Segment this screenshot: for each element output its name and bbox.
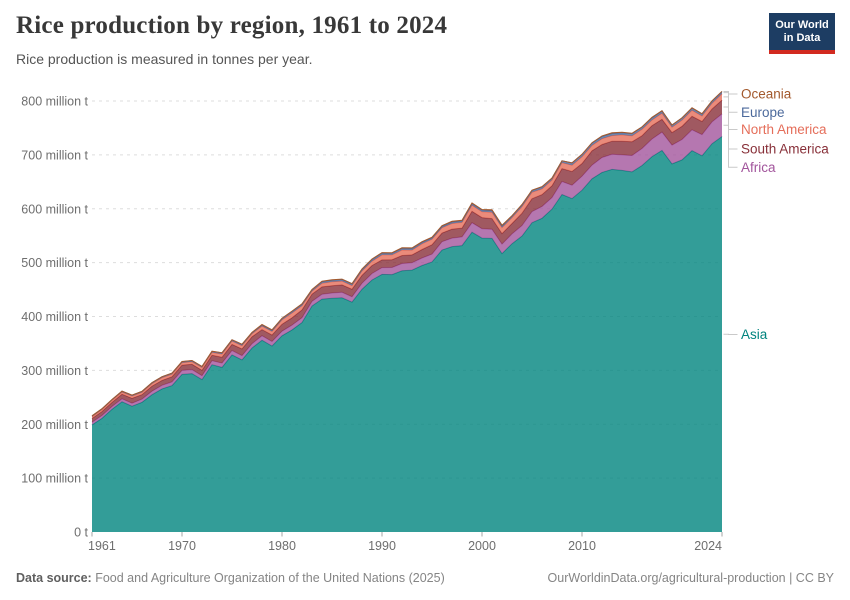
credit-link[interactable]: OurWorldinData.org/agricultural-producti… <box>547 571 834 585</box>
area-south-america[interactable] <box>92 100 722 423</box>
page-title: Rice production by region, 1961 to 2024 <box>16 12 448 39</box>
legend-label-south-america[interactable]: South America <box>741 142 829 157</box>
legend-label-africa[interactable]: Africa <box>741 160 776 175</box>
owid-logo-accent-bar <box>769 50 835 54</box>
owid-logo-box: Our World in Data <box>769 13 835 50</box>
x-axis-label-1970: 1970 <box>168 539 196 553</box>
legend-label-north-america[interactable]: North America <box>741 122 827 137</box>
chart-subtitle: Rice production is measured in tonnes pe… <box>16 51 313 67</box>
data-source-note: Data source: Food and Agriculture Organi… <box>16 571 445 585</box>
y-axis-label-200: 200 million t <box>21 418 88 432</box>
owid-logo-line1: Our World <box>775 19 829 31</box>
area-border-oceania <box>91 90 723 417</box>
data-source-text: Food and Agriculture Organization of the… <box>95 571 445 585</box>
x-axis-label-2010: 2010 <box>568 539 596 553</box>
x-axis-label-1990: 1990 <box>368 539 396 553</box>
y-axis-label-600: 600 million t <box>21 202 88 216</box>
legend-label-oceania[interactable]: Oceania <box>741 87 792 102</box>
x-axis-label-1961: 1961 <box>88 539 116 553</box>
x-axis-label-2024: 2024 <box>694 539 722 553</box>
y-axis-label-100: 100 million t <box>21 472 88 486</box>
legend-connector-europe <box>723 92 738 113</box>
legend-connector-south-america <box>723 106 738 150</box>
y-axis-label-0: 0 t <box>74 526 88 540</box>
legend-connector-north-america <box>723 96 738 130</box>
owid-logo[interactable]: Our World in Data <box>769 13 835 54</box>
data-source-label: Data source: <box>16 571 92 585</box>
area-asia[interactable] <box>92 136 722 533</box>
legend-label-europe[interactable]: Europe <box>741 105 785 120</box>
y-axis-label-700: 700 million t <box>21 148 88 162</box>
legend-connector-africa <box>723 124 738 168</box>
y-axis-label-300: 300 million t <box>21 364 88 378</box>
x-axis-label-2000: 2000 <box>468 539 496 553</box>
y-axis-label-800: 800 million t <box>21 95 88 109</box>
y-axis-label-400: 400 million t <box>21 310 88 324</box>
x-axis-label-1980: 1980 <box>268 539 296 553</box>
owid-logo-line2: in Data <box>783 32 821 44</box>
legend-label-asia[interactable]: Asia <box>741 327 768 342</box>
y-axis-label-500: 500 million t <box>21 256 88 270</box>
